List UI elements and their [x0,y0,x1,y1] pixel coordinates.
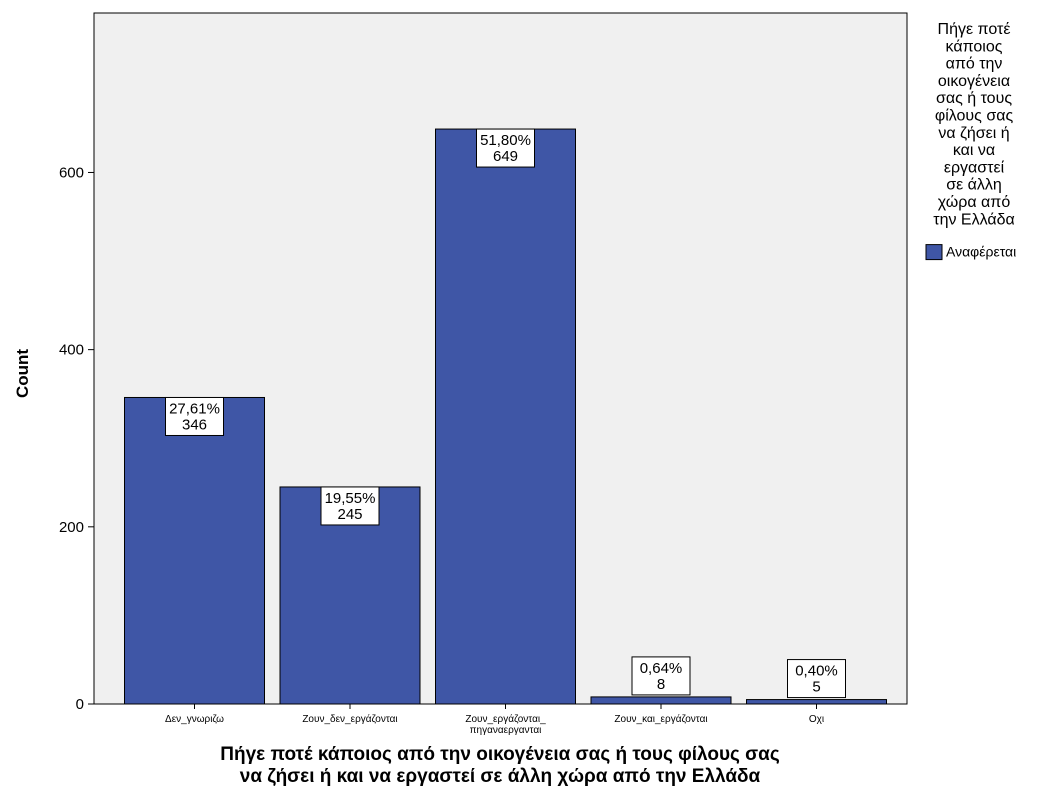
legend-title: κάποιος [946,38,1003,55]
data-label-percent: 0,40% [795,663,838,680]
x-axis-label: να ζήσει ή και να εργαστεί σε άλλη χώρα … [240,766,761,787]
bar [590,696,732,705]
legend-title: σε άλλη [946,177,1002,194]
y-tick-label: 400 [59,342,84,359]
legend-title: από την [946,56,1003,73]
legend-title: και να [953,142,995,159]
data-label-count: 346 [182,416,207,433]
legend-title: εργαστεί [944,159,1005,176]
x-tick-label: πηγαναεργανται [470,725,542,736]
bar [435,128,576,705]
data-label-percent: 19,55% [325,490,376,507]
y-axis-label: Count [13,349,32,398]
data-label-count: 8 [657,676,665,693]
data-label-count: 5 [812,679,820,696]
data-label-box [476,128,535,168]
data-label-percent: 51,80% [480,132,531,149]
y-tick-label: 0 [76,696,84,713]
data-label-count: 649 [493,148,518,165]
x-tick-label: Ζουν_δεν_εργάζονται [302,713,397,725]
data-label-percent: 27,61% [169,400,220,417]
data-label-box [165,396,224,436]
x-tick-label: Δεν_γνωριζω [165,714,224,725]
x-axis-label: Πήγε ποτέ κάποιος από την οικογένεια σας… [220,744,780,765]
legend-title: σας ή τους [936,90,1012,107]
legend-title: οικογένεια [938,73,1010,90]
legend-title: φίλους σας [935,108,1014,125]
x-tick-label: Οχι [809,714,824,725]
legend-title: χώρα από [938,194,1011,211]
legend-title: Πήγε ποτέ [938,21,1011,38]
legend-title: την Ελλάδα [933,211,1015,228]
bar [124,396,265,705]
data-label-count: 245 [337,506,362,523]
legend-item-label: Αναφέρεται [946,244,1016,260]
data-label-percent: 0,64% [640,660,683,677]
x-tick-label: Ζουν_εργάζονται_ [465,713,546,725]
bar [746,699,887,705]
data-label-box [631,656,691,696]
legend-swatch [925,244,943,261]
y-tick-label: 600 [59,164,84,181]
y-tick-label: 200 [59,519,84,536]
x-tick-label: Ζουν_και_εργάζονται [614,713,707,725]
legend-title: να ζήσει ή [938,125,1009,142]
data-label-box [787,659,846,699]
data-label-box [320,486,380,526]
